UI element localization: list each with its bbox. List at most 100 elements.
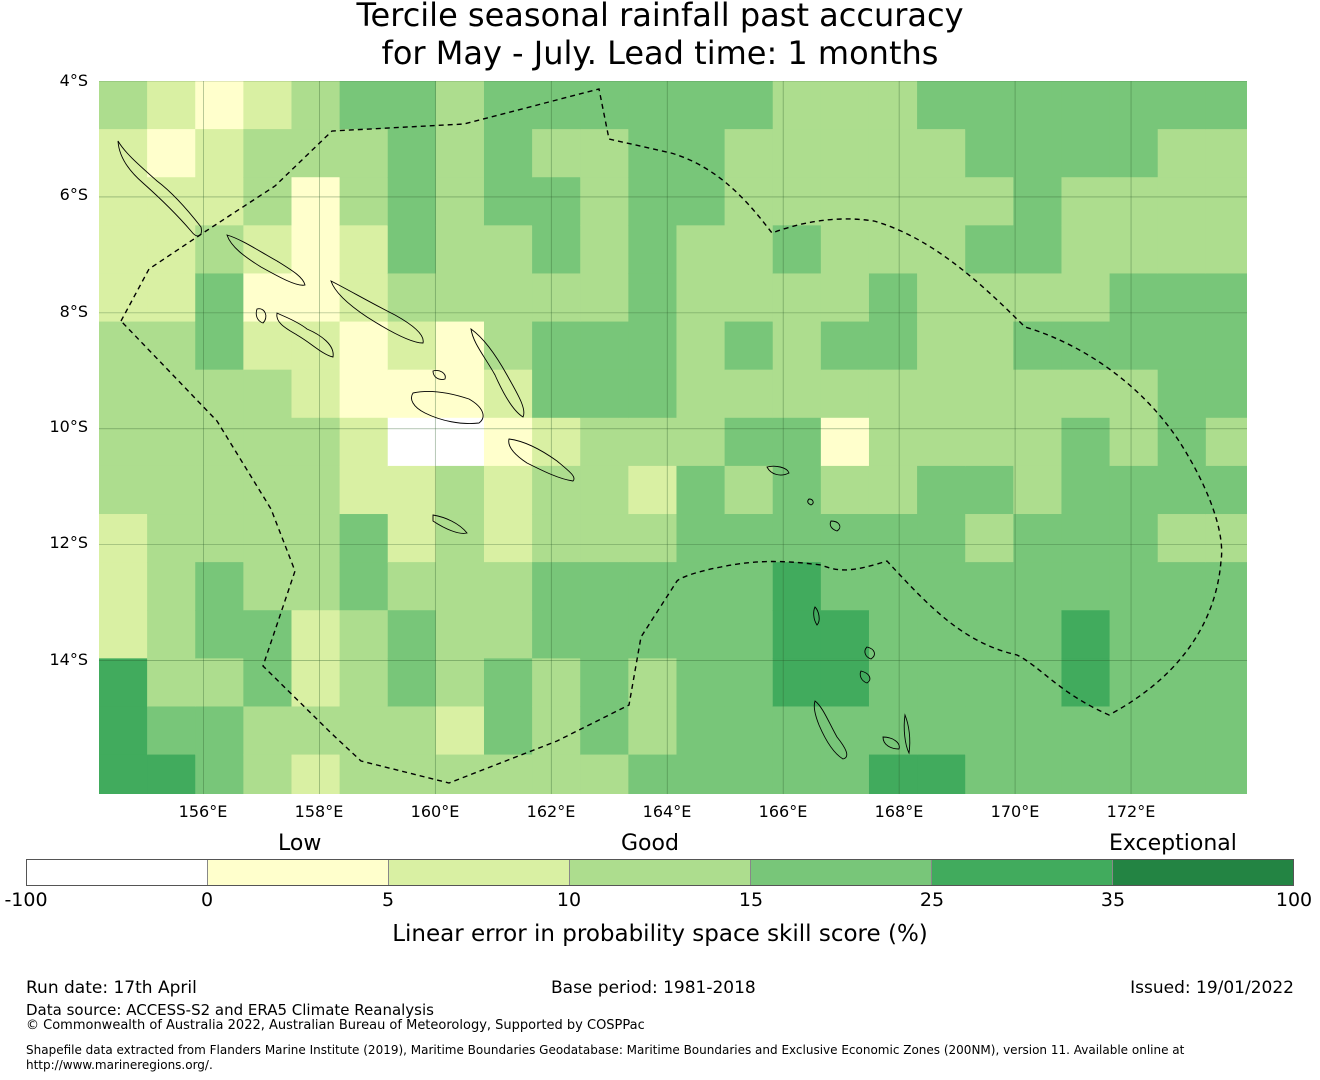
- skill-cell: [917, 273, 966, 323]
- skill-cell: [1157, 369, 1207, 419]
- santa-cruz-coast: [766, 465, 790, 476]
- skill-cell: [483, 706, 533, 756]
- skill-cell: [243, 81, 293, 130]
- skill-cell: [1013, 754, 1063, 794]
- skill-cell: [1205, 514, 1247, 563]
- skill-cell: [1013, 369, 1063, 419]
- skill-cell: [580, 225, 629, 275]
- skill-cell: [387, 658, 437, 708]
- skill-cell: [1205, 273, 1247, 323]
- skill-cell: [435, 225, 485, 275]
- skill-cell: [243, 465, 293, 515]
- skill-cell: [1157, 514, 1207, 563]
- new-georgia-coast: [276, 312, 334, 358]
- skill-cell: [435, 177, 485, 226]
- skill-cell: [195, 417, 244, 467]
- skill-cell: [628, 81, 678, 130]
- skill-cell: [1157, 225, 1207, 275]
- colorbar-segment: [1113, 860, 1293, 885]
- skill-cell: [291, 465, 341, 515]
- skill-cell: [387, 706, 437, 756]
- skill-cell: [772, 465, 822, 515]
- colorbar-segment: [751, 860, 932, 885]
- skill-cell: [532, 610, 581, 659]
- skill-cell: [339, 81, 389, 130]
- skill-cell: [772, 514, 822, 563]
- skill-cell: [917, 129, 966, 178]
- skill-cell: [820, 417, 870, 467]
- skill-cell: [291, 129, 341, 178]
- skill-cell: [868, 321, 918, 371]
- title-line-2: for May - July. Lead time: 1 months: [381, 34, 939, 72]
- skill-cell: [820, 225, 870, 275]
- skill-cell: [820, 706, 870, 756]
- skill-cell: [724, 465, 774, 515]
- skill-cell: [1109, 706, 1159, 756]
- skill-cell: [580, 514, 629, 563]
- skill-cell: [580, 129, 629, 178]
- skill-cell: [917, 514, 966, 563]
- skill-cell: [1109, 610, 1159, 659]
- skill-cell: [1109, 562, 1159, 611]
- colorbar-segment: [570, 860, 751, 885]
- skill-cell: [917, 369, 966, 419]
- skill-cell: [628, 658, 678, 708]
- skill-cell: [483, 321, 533, 371]
- skill-cell: [1109, 273, 1159, 323]
- skill-cell: [917, 417, 966, 467]
- skill-cell: [580, 369, 629, 419]
- skill-cell: [1157, 562, 1207, 611]
- torres-islands-coast: [813, 606, 820, 626]
- skill-cell: [99, 321, 148, 371]
- skill-cell: [724, 273, 774, 323]
- skill-cell: [387, 129, 437, 178]
- skill-cell: [676, 177, 726, 226]
- lon-label-168e: 168°E: [874, 802, 924, 821]
- skill-cell: [147, 81, 196, 130]
- skill-cell: [435, 369, 485, 419]
- skill-cell: [435, 465, 485, 515]
- skill-cell: [1205, 562, 1247, 611]
- skill-cell: [99, 129, 148, 178]
- colorbar-segment: [208, 860, 389, 885]
- skill-cell: [339, 273, 389, 323]
- skill-cell: [628, 177, 678, 226]
- skill-cell: [339, 417, 389, 467]
- skill-cell: [1013, 465, 1063, 515]
- skill-cell: [1061, 81, 1111, 130]
- skill-cell: [483, 81, 533, 130]
- skill-cell: [243, 369, 293, 419]
- skill-cell: [1013, 417, 1063, 467]
- skill-cell: [339, 129, 389, 178]
- skill-cell: [676, 562, 726, 611]
- skill-cell: [965, 514, 1014, 563]
- skill-cell: [1013, 610, 1063, 659]
- lat-label-4s: 4°S: [59, 71, 88, 90]
- makira-coast: [508, 438, 575, 482]
- skill-cell: [291, 225, 341, 275]
- skill-cell: [387, 273, 437, 323]
- malakula-coast: [882, 736, 900, 750]
- skill-cell: [1061, 129, 1111, 178]
- guadalcanal-coast: [411, 390, 484, 424]
- skill-cell: [243, 273, 293, 323]
- skill-cell: [868, 129, 918, 178]
- colorbar-segment: [27, 860, 208, 885]
- skill-cell: [724, 562, 774, 611]
- skill-cell: [1205, 369, 1247, 419]
- skill-cell: [868, 754, 918, 794]
- skill-cell: [1013, 225, 1063, 275]
- skill-cell: [195, 465, 244, 515]
- skill-cell: [291, 706, 341, 756]
- espiritu-santo-coast: [813, 700, 848, 760]
- skill-cell: [99, 465, 148, 515]
- skill-cell: [820, 465, 870, 515]
- title-line-1: Tercile seasonal rainfall past accuracy: [356, 0, 964, 34]
- skill-cell: [820, 273, 870, 323]
- skill-cell: [147, 273, 196, 323]
- skill-cell: [917, 177, 966, 226]
- skill-cell: [724, 417, 774, 467]
- skill-cell: [195, 562, 244, 611]
- skill-cell: [339, 465, 389, 515]
- skill-cell: [965, 610, 1014, 659]
